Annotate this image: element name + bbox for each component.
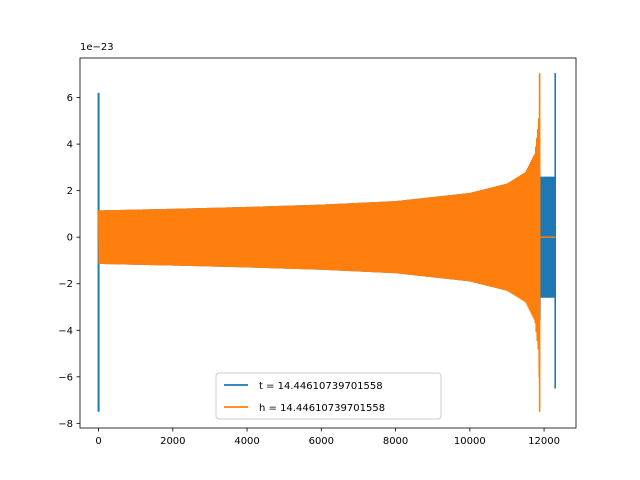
y-offset-label: 1e−23 bbox=[80, 42, 114, 53]
y-tick-label: 6 bbox=[67, 93, 73, 104]
legend-label-t: t = 14.44610739701558 bbox=[259, 381, 383, 392]
y-tick-label: −4 bbox=[58, 326, 73, 337]
x-tick-label: 2000 bbox=[160, 436, 185, 447]
y-tick-label: 0 bbox=[67, 233, 73, 244]
x-tick-label: 6000 bbox=[309, 436, 334, 447]
y-tick-label: 2 bbox=[67, 186, 73, 197]
legend: t = 14.44610739701558 h = 14.44610739701… bbox=[215, 372, 442, 420]
plot-area bbox=[97, 73, 557, 412]
legend-frame bbox=[215, 372, 442, 420]
x-tick-label: 12000 bbox=[528, 436, 560, 447]
x-axis: 0 2000 4000 6000 8000 10000 12000 bbox=[95, 428, 560, 447]
y-axis: −8 −6 −4 −2 0 2 4 6 bbox=[58, 93, 80, 430]
plot-frame bbox=[79, 57, 577, 429]
x-tick-label: 10000 bbox=[454, 436, 486, 447]
series-layer bbox=[97, 73, 557, 412]
x-tick-label: 4000 bbox=[234, 436, 259, 447]
y-tick-label: −6 bbox=[58, 372, 73, 383]
y-tick-label: −2 bbox=[58, 279, 73, 290]
y-tick-label: −8 bbox=[58, 419, 73, 430]
legend-label-h: h = 14.44610739701558 bbox=[259, 403, 385, 414]
series-h-line bbox=[97, 76, 541, 377]
x-tick-label: 0 bbox=[95, 436, 101, 447]
x-tick-label: 8000 bbox=[383, 436, 408, 447]
y-tick-label: 4 bbox=[67, 140, 73, 151]
